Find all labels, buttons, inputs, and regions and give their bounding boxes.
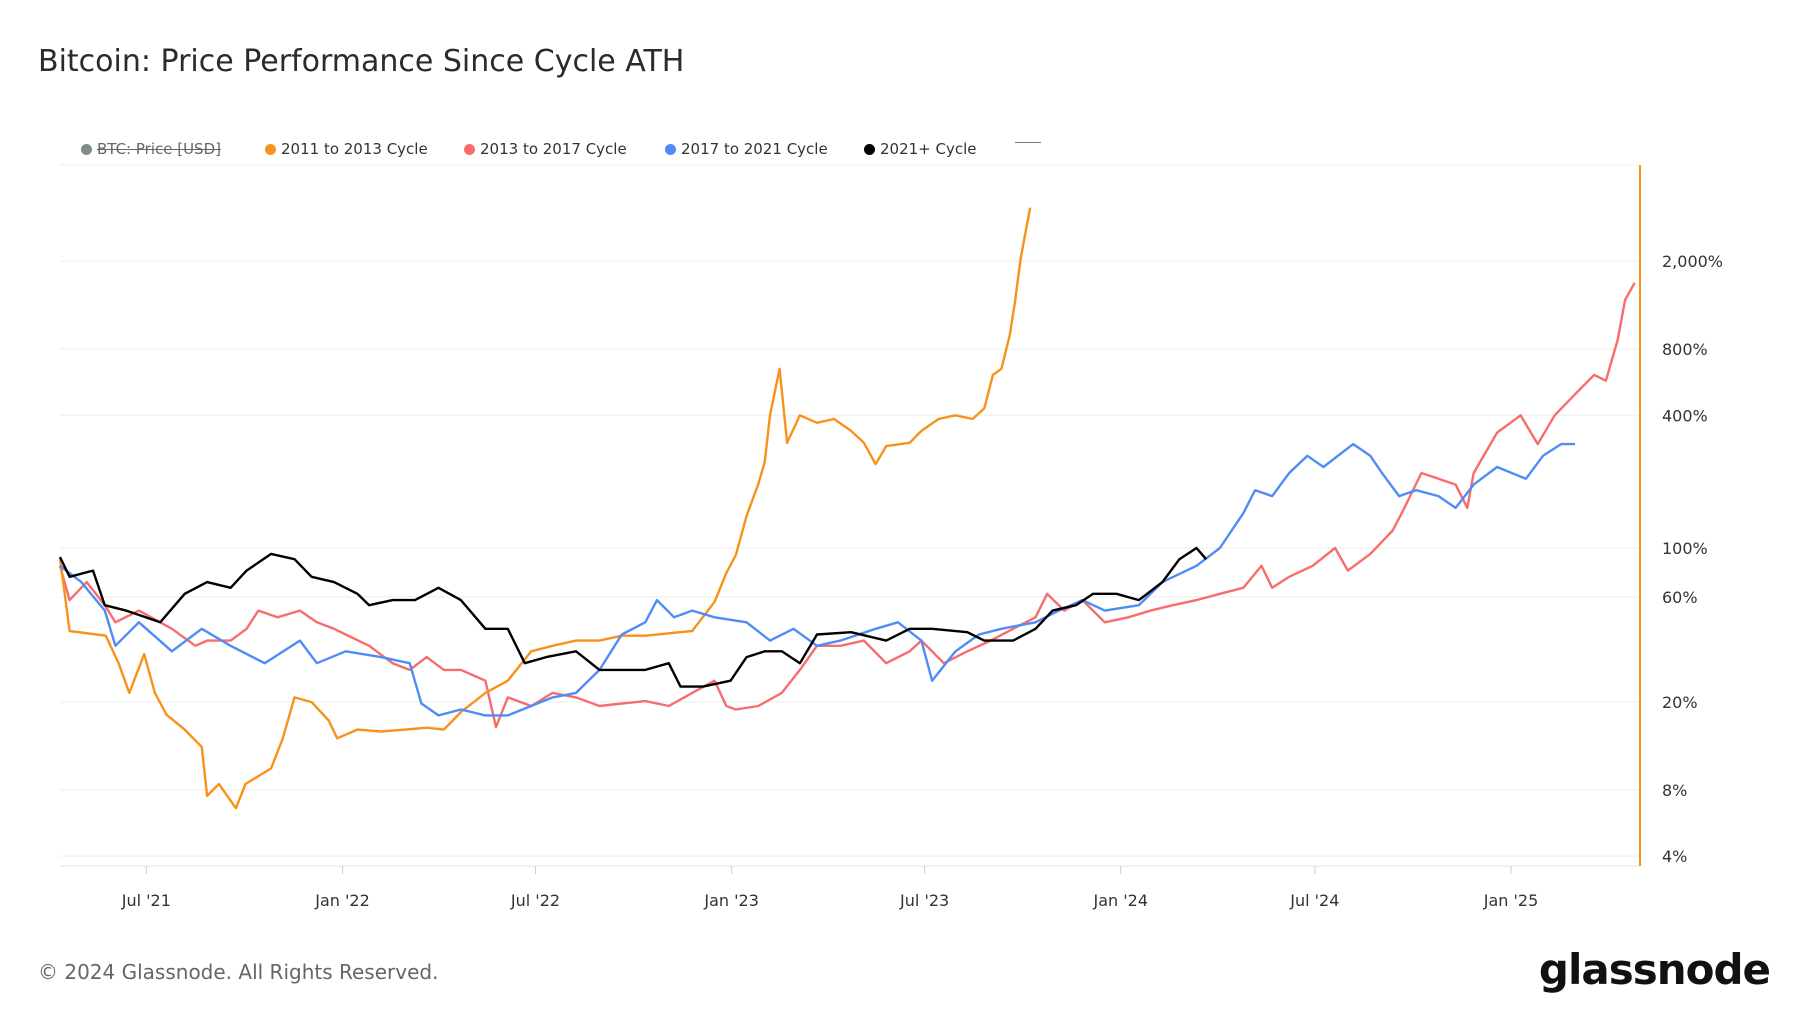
legend-label: 2013 to 2017 Cycle: [480, 140, 627, 158]
series-line-2013-to-2017-cycle: [58, 282, 1636, 729]
legend-item-btc-price[interactable]: BTC: Price [USD]: [81, 140, 221, 158]
copyright: © 2024 Glassnode. All Rights Reserved.: [38, 960, 439, 984]
x-tick-label: Jan '25: [1483, 891, 1539, 910]
y-tick-label: 20%: [1662, 693, 1698, 712]
legend-dot-icon: [81, 143, 92, 155]
legend-item-2017-2021[interactable]: 2017 to 2021 Cycle: [665, 140, 828, 158]
x-tick-label: Jan '22: [314, 891, 370, 910]
legend: BTC: Price [USD] 2011 to 2013 Cycle 2013…: [0, 140, 1100, 164]
x-tick-label: Jul '24: [1289, 891, 1339, 910]
line-icon: [1015, 142, 1041, 143]
legend-item-2013-2017[interactable]: 2013 to 2017 Cycle: [464, 140, 627, 158]
legend-label: 2021+ Cycle: [880, 140, 977, 158]
legend-dot-icon: [864, 143, 875, 155]
chart-title: Bitcoin: Price Performance Since Cycle A…: [38, 44, 685, 79]
y-tick-label: 2,000%: [1662, 252, 1723, 271]
series-line-2021-cycle: [58, 546, 1208, 688]
legend-more-button[interactable]: [1015, 142, 1041, 143]
series-line-2017-to-2021-cycle: [59, 442, 1575, 717]
x-tick-label: Jul '23: [899, 891, 949, 910]
legend-dot-icon: [665, 143, 676, 155]
glassnode-logo: glassnode: [1538, 945, 1771, 994]
x-tick-label: Jan '24: [1093, 891, 1149, 910]
x-tick-label: Jul '21: [121, 891, 171, 910]
legend-dot-icon: [265, 143, 276, 155]
series-line-2011-to-2013-cycle: [58, 207, 1032, 810]
legend-item-2021-plus[interactable]: 2021+ Cycle: [864, 140, 977, 158]
y-tick-label: 800%: [1662, 340, 1708, 359]
legend-dot-icon: [464, 143, 475, 155]
y-tick-label: 100%: [1662, 539, 1708, 558]
y-tick-label: 400%: [1662, 406, 1708, 425]
x-tick-label: Jan '23: [703, 891, 759, 910]
x-tick-label: Jul '22: [510, 891, 560, 910]
legend-label: 2017 to 2021 Cycle: [681, 140, 828, 158]
y-tick-label: 4%: [1662, 847, 1687, 866]
y-tick-label: 8%: [1662, 781, 1687, 800]
legend-item-2011-2013[interactable]: 2011 to 2013 Cycle: [265, 140, 428, 158]
y-tick-label: 60%: [1662, 588, 1698, 607]
legend-label: 2011 to 2013 Cycle: [281, 140, 428, 158]
legend-label: BTC: Price [USD]: [97, 140, 221, 158]
